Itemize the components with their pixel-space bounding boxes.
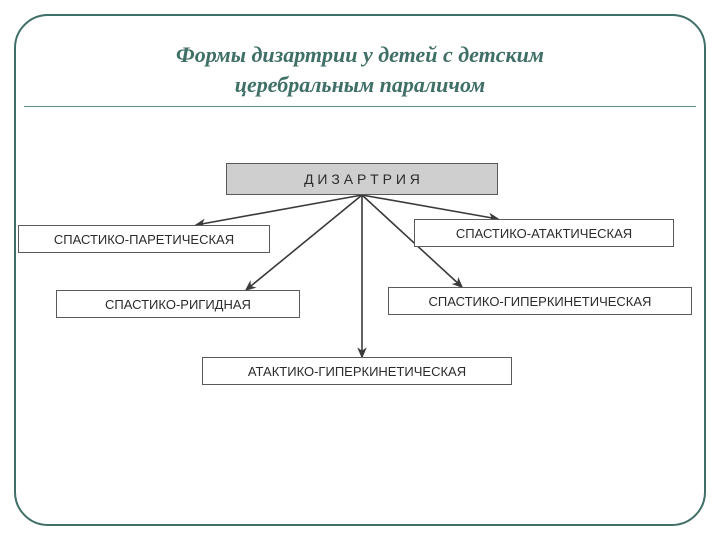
child-node-label: СПАСТИКО-ГИПЕРКИНЕТИЧЕСКАЯ [429, 294, 652, 309]
child-node: СПАСТИКО-ПАРЕТИЧЕСКАЯ [18, 225, 270, 253]
root-node: Д И З А Р Т Р И Я [226, 163, 498, 195]
child-node: СПАСТИКО-АТАКТИЧЕСКАЯ [414, 219, 674, 247]
child-node-label: СПАСТИКО-ПАРЕТИЧЕСКАЯ [54, 232, 234, 247]
child-node: СПАСТИКО-РИГИДНАЯ [56, 290, 300, 318]
child-node: СПАСТИКО-ГИПЕРКИНЕТИЧЕСКАЯ [388, 287, 692, 315]
child-node-label: СПАСТИКО-АТАКТИЧЕСКАЯ [456, 226, 632, 241]
diagram-arrows [0, 0, 720, 540]
child-node: АТАКТИКО-ГИПЕРКИНЕТИЧЕСКАЯ [202, 357, 512, 385]
root-node-label: Д И З А Р Т Р И Я [304, 171, 420, 187]
child-node-label: СПАСТИКО-РИГИДНАЯ [105, 297, 251, 312]
child-node-label: АТАКТИКО-ГИПЕРКИНЕТИЧЕСКАЯ [248, 364, 466, 379]
diagram: Д И З А Р Т Р И Я СПАСТИКО-ПАРЕТИЧЕСКАЯ … [0, 0, 720, 540]
